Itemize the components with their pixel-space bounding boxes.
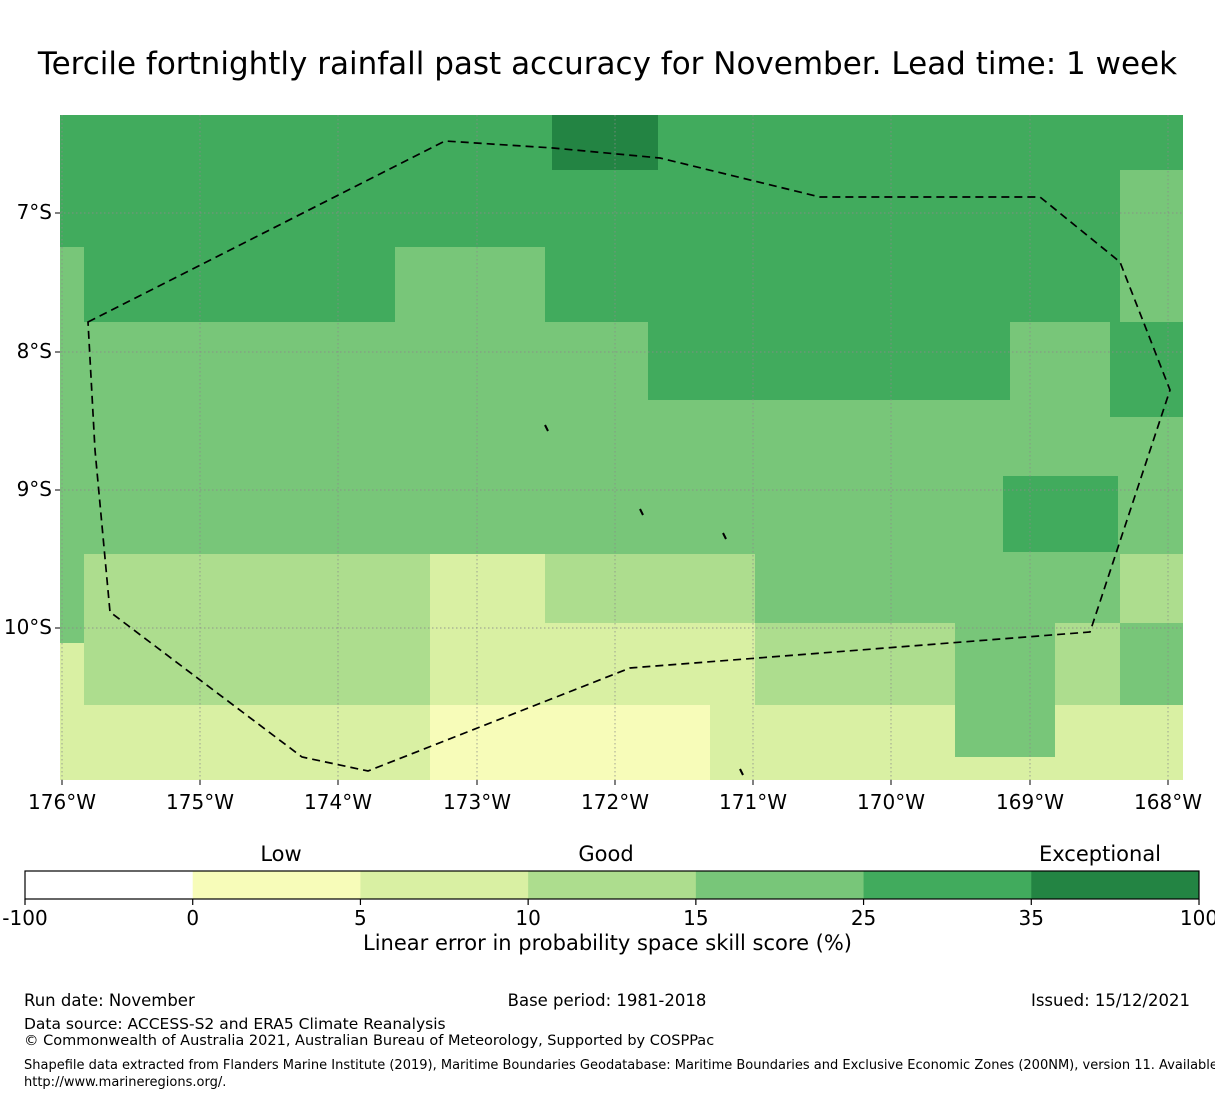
x-tick-label: 174°W bbox=[304, 790, 372, 814]
island-mark bbox=[739, 768, 744, 776]
island-mark bbox=[639, 508, 644, 516]
colorbar-tick-label: -100 bbox=[2, 906, 48, 930]
eez-boundary bbox=[87, 140, 1171, 772]
map-cell bbox=[1110, 322, 1183, 417]
map-cell bbox=[60, 247, 84, 322]
chart-title: Tercile fortnightly rainfall past accura… bbox=[37, 46, 1178, 82]
map-cell bbox=[430, 705, 710, 780]
colorbar-category-label: Good bbox=[578, 842, 634, 866]
map-cell bbox=[648, 322, 1010, 400]
copyright-text: © Commonwealth of Australia 2021, Austra… bbox=[24, 1033, 715, 1049]
run-date-text: Run date: November bbox=[24, 991, 195, 1010]
data-source-text: Data source: ACCESS-S2 and ERA5 Climate … bbox=[24, 1015, 446, 1033]
map-cell bbox=[1003, 476, 1118, 552]
map-cell bbox=[1120, 554, 1183, 623]
colorbar-segment bbox=[863, 871, 1032, 899]
map-cell bbox=[545, 554, 755, 623]
x-tick-label: 171°W bbox=[719, 790, 787, 814]
issued-date-text: Issued: 15/12/2021 bbox=[1030, 991, 1190, 1010]
colorbar-segment bbox=[25, 871, 194, 899]
colorbar-tick-label: 35 bbox=[1018, 906, 1045, 930]
base-period-text: Base period: 1981-2018 bbox=[507, 991, 707, 1010]
x-tick-label: 176°W bbox=[28, 790, 96, 814]
y-tick-label: 8°S bbox=[16, 339, 52, 363]
y-tick-label: 7°S bbox=[16, 200, 52, 224]
island-mark bbox=[544, 424, 549, 432]
colorbar-tick-label: 25 bbox=[850, 906, 877, 930]
shapefile-note-line1: Shapefile data extracted from Flanders M… bbox=[24, 1058, 1215, 1073]
x-tick-label: 170°W bbox=[857, 790, 925, 814]
x-tick-label: 172°W bbox=[581, 790, 649, 814]
colorbar-category-label: Exceptional bbox=[1038, 842, 1162, 866]
map-cell bbox=[545, 623, 755, 705]
y-tick-label: 9°S bbox=[16, 477, 52, 501]
map-cell bbox=[552, 115, 658, 170]
colorbar-axis-label: Linear error in probability space skill … bbox=[363, 931, 852, 955]
x-tick-label: 173°W bbox=[443, 790, 511, 814]
island-mark bbox=[722, 532, 727, 540]
y-tick-label: 10°S bbox=[3, 615, 52, 639]
colorbar-tick-label: 10 bbox=[515, 906, 541, 930]
map-cell bbox=[84, 554, 430, 705]
map-cell bbox=[955, 705, 1055, 757]
colorbar-tick-label: 0 bbox=[186, 906, 200, 930]
x-tick-label: 175°W bbox=[166, 790, 234, 814]
colorbar-segment bbox=[695, 871, 865, 899]
colorbar-segment bbox=[1031, 871, 1200, 899]
map-cell bbox=[430, 554, 545, 705]
colorbar-segment bbox=[360, 871, 529, 899]
colorbar-segment bbox=[192, 871, 361, 899]
colorbar-tick-label: 100 bbox=[1179, 906, 1215, 930]
x-tick-label: 169°W bbox=[996, 790, 1064, 814]
colorbar-tick-label: 5 bbox=[354, 906, 367, 930]
colorbar-outline bbox=[24, 870, 1200, 900]
map-cells-layer bbox=[60, 115, 1183, 780]
x-tick-label: 168°W bbox=[1134, 790, 1202, 814]
colorbar-segment bbox=[528, 871, 697, 899]
map-cell bbox=[60, 643, 84, 705]
shapefile-note-line2: http://www.marineregions.org/. bbox=[24, 1075, 227, 1090]
colorbar-tick-label: 15 bbox=[683, 906, 709, 930]
colorbar-category-label: Low bbox=[260, 842, 302, 866]
map-cell bbox=[395, 247, 545, 322]
map-cell bbox=[1120, 170, 1183, 322]
map-cell bbox=[1055, 623, 1120, 705]
map-cell bbox=[755, 623, 955, 705]
